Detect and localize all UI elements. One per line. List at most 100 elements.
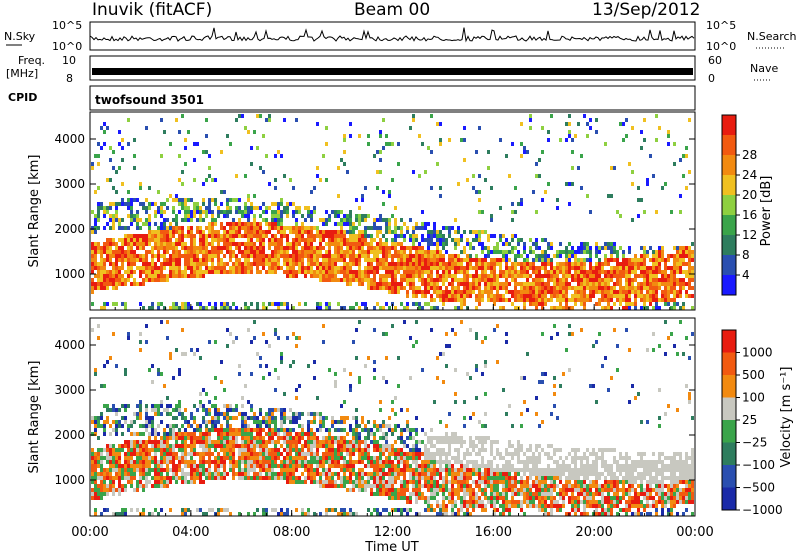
echo-cell — [199, 258, 202, 262]
echo-cell — [364, 218, 367, 222]
echo-cell — [349, 472, 352, 476]
echo-cell — [139, 302, 142, 306]
echo-cell — [148, 250, 151, 254]
echo-cell — [373, 464, 376, 468]
echo-cell — [676, 302, 679, 306]
echo-cell — [379, 282, 382, 286]
echo-cell — [115, 488, 118, 492]
echo-cell — [142, 512, 145, 516]
echo-cell — [394, 424, 397, 428]
echo-cell — [676, 294, 679, 298]
echo-cell — [115, 476, 118, 480]
echo-cell — [373, 436, 376, 440]
echo-cell — [655, 250, 658, 254]
echo-cell — [211, 262, 214, 266]
echo-cell — [226, 412, 229, 416]
echo-cell — [373, 222, 376, 226]
echo-cell — [151, 460, 154, 464]
echo-cell — [217, 476, 220, 480]
echo-cell — [184, 138, 187, 142]
echo-cell — [469, 294, 472, 298]
echo-cell — [328, 306, 331, 310]
echo-cell — [427, 302, 430, 306]
echo-cell — [289, 452, 292, 456]
echo-cell — [301, 472, 304, 476]
echo-cell — [229, 404, 232, 408]
echo-cell — [100, 126, 103, 130]
echo-cell — [334, 234, 337, 238]
echo-cell — [211, 452, 214, 456]
echo-cell — [412, 242, 415, 246]
echo-cell — [91, 464, 94, 468]
echo-cell — [148, 432, 151, 436]
echo-cell — [181, 512, 184, 516]
echo-cell — [355, 512, 358, 516]
echo-cell — [475, 298, 478, 302]
echo-cell — [448, 290, 451, 294]
echo-cell — [484, 270, 487, 274]
echo-cell — [565, 266, 568, 270]
echo-cell — [367, 246, 370, 250]
echo-cell — [253, 436, 256, 440]
echo-cell — [583, 282, 586, 286]
echo-cell — [307, 472, 310, 476]
echo-cell — [421, 274, 424, 278]
echo-cell — [313, 206, 316, 210]
echo-cell — [121, 182, 124, 186]
echo-cell — [166, 320, 169, 324]
echo-cell — [154, 278, 157, 282]
echo-cell — [391, 444, 394, 448]
echo-cell — [343, 150, 346, 154]
echo-cell — [382, 278, 385, 282]
echo-cell — [502, 282, 505, 286]
echo-cell — [121, 146, 124, 150]
echo-cell — [205, 150, 208, 154]
echo-cell — [442, 258, 445, 262]
echo-cell — [457, 262, 460, 266]
echo-cell — [304, 468, 307, 472]
echo-cell — [301, 270, 304, 274]
echo-cell — [115, 282, 118, 286]
echo-cell — [178, 270, 181, 274]
echo-cell — [283, 302, 286, 306]
echo-cell — [490, 294, 493, 298]
echo-cell — [463, 138, 466, 142]
echo-cell — [451, 278, 454, 282]
echo-cell — [580, 258, 583, 262]
echo-cell — [643, 270, 646, 274]
echo-cell — [661, 246, 664, 250]
echo-cell — [211, 214, 214, 218]
echo-cell — [430, 250, 433, 254]
echo-cell — [184, 206, 187, 210]
echo-cell — [223, 432, 226, 436]
echo-cell — [673, 294, 676, 298]
echo-cell — [220, 436, 223, 440]
echo-cell — [646, 182, 649, 186]
echo-cell — [193, 238, 196, 242]
echo-cell — [370, 258, 373, 262]
echo-cell — [133, 254, 136, 258]
echo-cell — [166, 440, 169, 444]
echo-cell — [166, 444, 169, 448]
echo-cell — [193, 452, 196, 456]
echo-cell — [184, 246, 187, 250]
echo-cell — [334, 372, 337, 376]
echo-cell — [664, 286, 667, 290]
echo-cell — [553, 282, 556, 286]
echo-cell — [343, 484, 346, 488]
echo-cell — [589, 118, 592, 122]
echo-cell — [187, 234, 190, 238]
echo-cell — [115, 420, 118, 424]
echo-cell — [547, 138, 550, 142]
echo-cell — [310, 412, 313, 416]
echo-cell — [208, 302, 211, 306]
echo-cell — [583, 290, 586, 294]
echo-cell — [628, 262, 631, 266]
echo-cell — [97, 336, 100, 340]
echo-cell — [289, 436, 292, 440]
echo-cell — [541, 278, 544, 282]
echo-cell — [247, 460, 250, 464]
echo-cell — [436, 270, 439, 274]
echo-cell — [115, 364, 118, 368]
echo-cell — [229, 332, 232, 336]
